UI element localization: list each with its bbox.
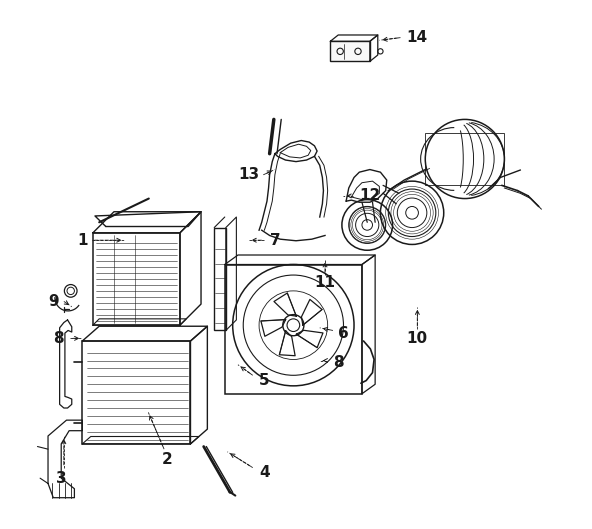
Text: 1: 1 bbox=[77, 233, 88, 248]
Bar bbox=[82, 341, 191, 444]
Text: 4: 4 bbox=[259, 466, 270, 480]
Bar bbox=[93, 233, 180, 325]
Bar bbox=[330, 41, 370, 61]
Bar bbox=[225, 264, 362, 394]
Text: 7: 7 bbox=[269, 233, 280, 248]
Text: 12: 12 bbox=[359, 188, 381, 204]
Text: 6: 6 bbox=[338, 325, 349, 341]
Text: 3: 3 bbox=[56, 471, 66, 486]
Text: 5: 5 bbox=[259, 373, 270, 388]
Text: 11: 11 bbox=[314, 276, 336, 290]
Text: 9: 9 bbox=[48, 294, 59, 309]
Bar bbox=[425, 133, 504, 185]
Text: 8: 8 bbox=[333, 354, 343, 370]
Bar bbox=[214, 227, 226, 331]
Text: 10: 10 bbox=[407, 331, 428, 346]
Text: 2: 2 bbox=[162, 452, 172, 467]
Text: 8: 8 bbox=[53, 331, 64, 346]
Text: 13: 13 bbox=[238, 167, 259, 183]
Text: 14: 14 bbox=[407, 30, 428, 45]
